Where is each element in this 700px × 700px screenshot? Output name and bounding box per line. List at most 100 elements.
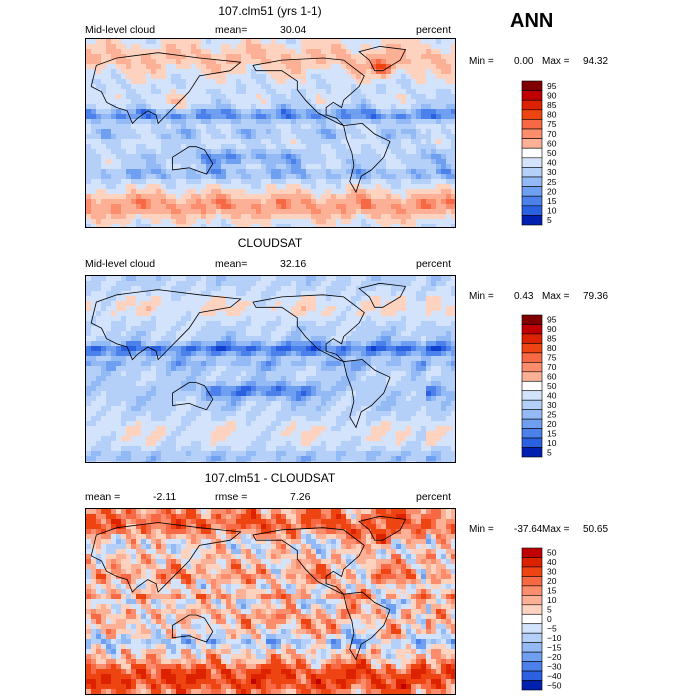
contour-cell — [436, 134, 442, 140]
contour-cell — [251, 124, 257, 130]
contour-cell — [411, 224, 417, 227]
contour-cell — [386, 396, 392, 402]
contour-cell — [436, 326, 442, 332]
contour-cell — [186, 276, 192, 282]
contour-cell — [416, 199, 422, 205]
contour-cell — [351, 174, 357, 180]
contour-cell — [241, 54, 247, 60]
contour-cell — [356, 356, 362, 362]
contour-cell — [126, 144, 132, 150]
contour-cell — [316, 326, 322, 332]
contour-cell — [286, 54, 292, 60]
contour-cell — [286, 291, 292, 297]
contour-cell — [306, 291, 312, 297]
contour-cell — [236, 89, 242, 95]
contour-cell — [346, 224, 352, 227]
contour-cell — [351, 159, 357, 165]
contour-cell — [166, 396, 172, 402]
contour-cell — [176, 326, 182, 332]
contour-cell — [406, 366, 412, 372]
contour-cell — [291, 341, 297, 347]
contour-cell — [231, 391, 237, 397]
contour-cell — [331, 316, 337, 322]
contour-cell — [351, 371, 357, 377]
mean-label: mean= — [215, 24, 248, 36]
contour-cell — [391, 391, 397, 397]
contour-cell — [241, 336, 247, 342]
contour-cell — [411, 376, 417, 382]
contour-cell — [346, 179, 352, 185]
contour-cell — [391, 139, 397, 145]
contour-cell — [256, 179, 262, 185]
contour-cell — [236, 174, 242, 180]
contour-cell — [241, 74, 247, 80]
contour-cell — [351, 356, 357, 362]
contour-cell — [271, 326, 277, 332]
contour-cell — [116, 361, 122, 367]
contour-cell — [326, 114, 332, 120]
contour-cell — [436, 124, 442, 130]
contour-cell — [186, 39, 192, 45]
contour-cell — [431, 301, 437, 307]
contour-cell — [381, 366, 387, 372]
contour-cell — [441, 49, 447, 55]
contour-cell — [431, 159, 437, 165]
contour-cell — [251, 159, 257, 165]
contour-cell — [186, 184, 192, 190]
contour-cell — [266, 371, 272, 377]
contour-cell — [291, 301, 297, 307]
contour-cell — [306, 134, 312, 140]
contour-cell — [91, 276, 97, 282]
contour-cell — [381, 189, 387, 195]
contour-cell — [131, 204, 137, 210]
contour-cell — [91, 224, 97, 227]
contour-cell — [206, 99, 212, 105]
contour-cell — [176, 301, 182, 307]
contour-cell — [451, 149, 455, 155]
contour-cell — [266, 381, 272, 387]
contour-cell — [336, 139, 342, 145]
contour-cell — [211, 406, 217, 412]
contour-cell — [356, 376, 362, 382]
contour-cell — [321, 224, 327, 227]
contour-cell — [441, 406, 447, 412]
contour-cell — [376, 174, 382, 180]
contour-cell — [286, 139, 292, 145]
contour-cell — [286, 144, 292, 150]
contour-cell — [376, 336, 382, 342]
contour-cell — [381, 144, 387, 150]
contour-cell — [236, 219, 242, 225]
contour-cell — [236, 49, 242, 55]
contour-cell — [271, 336, 277, 342]
contour-cell — [251, 286, 257, 292]
contour-cell — [131, 296, 137, 302]
contour-cell — [426, 149, 432, 155]
contour-cell — [296, 149, 302, 155]
contour-cell — [221, 311, 227, 317]
contour-cell — [286, 159, 292, 165]
contour-cell — [406, 341, 412, 347]
contour-cell — [131, 411, 137, 417]
contour-cell — [416, 224, 422, 227]
contour-cell — [346, 376, 352, 382]
contour-cell — [421, 149, 427, 155]
contour-cell — [146, 109, 152, 115]
contour-cell — [121, 336, 127, 342]
contour-cell — [326, 124, 332, 130]
contour-cell — [361, 129, 367, 135]
contour-cell — [276, 204, 282, 210]
contour-cell — [181, 224, 187, 227]
contour-cell — [201, 209, 207, 215]
contour-cell — [111, 204, 117, 210]
contour-cell — [451, 336, 455, 342]
contour-cell — [326, 99, 332, 105]
contour-cell — [266, 214, 272, 220]
contour-cell — [411, 286, 417, 292]
contour-cell — [386, 89, 392, 95]
contour-cell — [296, 199, 302, 205]
contour-cell — [171, 74, 177, 80]
contour-cell — [246, 401, 252, 407]
contour-cell — [421, 194, 427, 200]
contour-cell — [231, 79, 237, 85]
contour-cell — [221, 281, 227, 287]
